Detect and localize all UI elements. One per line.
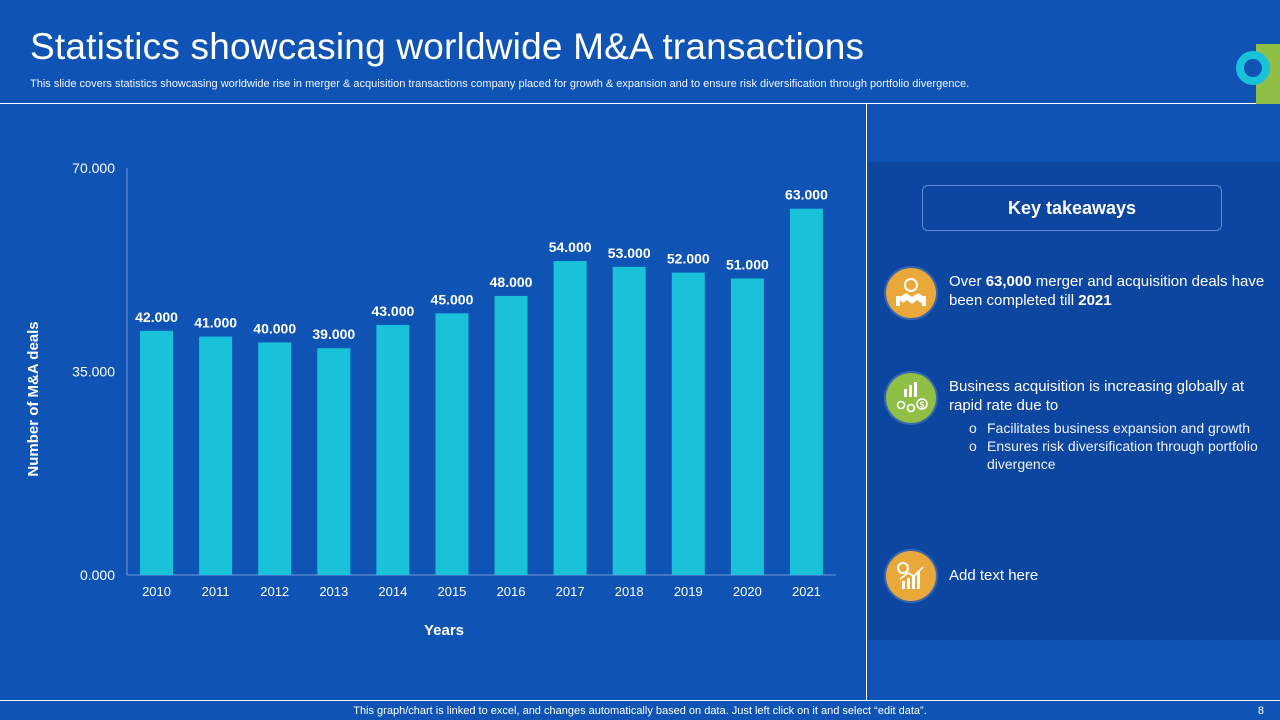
bar-value-label: 52.000 [667,251,710,267]
takeaway-main-text-2: Business acquisition is increasing globa… [949,378,1245,414]
bar-2012 [258,342,292,575]
bar-2014 [376,324,410,575]
chart-gear-icon [886,551,936,601]
bar-value-label: 48.000 [490,274,533,290]
takeaway-sublist: o Facilitates business expansion and grow… [969,419,1269,473]
takeaway-text-2: Business acquisition is increasing globa… [949,377,1269,473]
takeaway-text-1: Over 63,000 merger and acquisition deals… [949,273,1265,309]
bar-value-label: 54.000 [549,239,592,255]
takeaway-text-3: Add text here [949,567,1039,584]
list-item: o Facilitates business expansion and grow… [969,420,1251,436]
bar-2019 [671,272,705,575]
page-number: 8 [1257,705,1264,717]
svg-text:$: $ [920,401,925,410]
header-divider [0,103,1280,104]
ma-deals-bar-chart: 42.000 41.000 40.000 39.000 43.000 45.000 48.0… [25,160,836,639]
bar-2021 [789,208,823,575]
bar-2020 [730,278,764,575]
x-tick-label: 2013 [319,584,348,599]
bar-2011 [199,336,233,575]
page-title: Statistics showcasing worldwide M&A tran… [30,26,865,67]
page-subtitle: This slide covers statistics showcasing … [30,78,970,90]
y-axis-title: Number of M&A deals [25,321,42,476]
x-tick-label: 2019 [674,584,703,599]
bar-value-label: 53.000 [608,245,651,261]
x-tick-label: 2018 [615,584,644,599]
footer-note: This graph/chart is linked to excel, and… [353,705,927,717]
bar-2010 [140,330,174,575]
bar-value-label: 39.000 [312,326,355,342]
bar-2018 [612,266,646,575]
y-tick-label: 35.000 [72,364,115,380]
bar-2013 [317,348,351,575]
y-tick-label: 70.000 [72,160,115,176]
x-axis-title: Years [424,622,464,639]
handshake-gear-icon [886,268,936,318]
growth-people-dollar-icon: $ [886,373,936,423]
bar-2017 [553,261,587,575]
bar-2016 [494,295,528,575]
x-tick-label: 2016 [497,584,526,599]
x-tick-label: 2017 [556,584,585,599]
bar-value-label: 43.000 [371,303,414,319]
x-tick-label: 2012 [260,584,289,599]
x-tick-label: 2021 [792,584,821,599]
x-tick-label: 2015 [437,584,466,599]
bar-value-label: 45.000 [431,291,474,307]
bar-value-label: 51.000 [726,256,769,272]
x-tick-label: 2014 [378,584,407,599]
bar-value-label: 63.000 [785,187,828,203]
bar-2015 [435,313,469,575]
bar-value-label: 42.000 [135,309,178,325]
x-tick-label: 2010 [142,584,171,599]
vertical-divider [866,104,867,700]
bar-value-label: 40.000 [253,320,296,336]
x-tick-label: 2020 [733,584,762,599]
key-takeaways-panel: Key takeaways Over 63,000 merger and acq… [868,162,1280,640]
footer-divider [0,700,1280,701]
ring-logo-icon [1230,44,1280,104]
list-item: o Ensures risk diversification through po… [969,438,1258,472]
bar-value-label: 41.000 [194,315,237,331]
key-takeaways-heading: Key takeaways [922,185,1222,231]
y-tick-label: 0.000 [80,567,115,583]
x-tick-label: 2011 [202,584,230,599]
